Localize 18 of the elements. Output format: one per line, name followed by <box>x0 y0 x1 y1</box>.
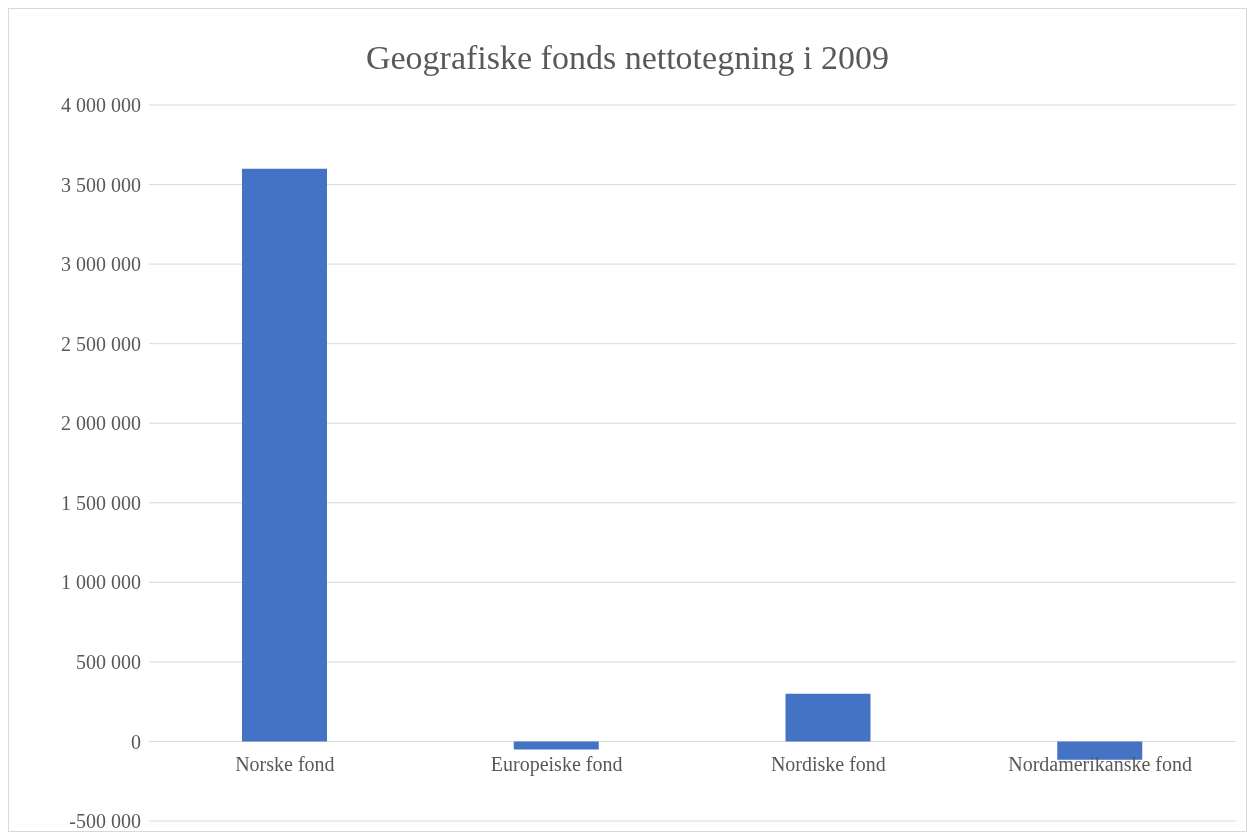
y-tick-label: 3 500 000 <box>61 173 141 196</box>
y-tick-label: 1 500 000 <box>61 491 141 514</box>
x-tick-label: Nordiske fond <box>770 753 886 776</box>
bar <box>242 168 327 742</box>
y-tick-label: 500 000 <box>76 650 141 673</box>
y-tick-label: 2 500 000 <box>61 332 141 355</box>
y-tick-label: -500 000 <box>69 810 141 833</box>
x-tick-label: Europeiske fond <box>490 753 623 777</box>
bar <box>513 741 599 750</box>
bar <box>785 693 871 742</box>
y-tick-label: 4 000 000 <box>61 94 141 117</box>
x-tick-label: Nordamerikanske fond <box>1008 753 1193 776</box>
y-tick-label: 2 000 000 <box>61 412 141 435</box>
chart-title: Geografiske fonds nettotegning i 2009 <box>364 39 891 77</box>
y-tick-label: 1 000 000 <box>61 571 141 594</box>
y-tick-label: 3 000 000 <box>61 253 141 276</box>
x-tick-label: Norske fond <box>235 753 335 776</box>
y-tick-label: 0 <box>131 730 141 753</box>
